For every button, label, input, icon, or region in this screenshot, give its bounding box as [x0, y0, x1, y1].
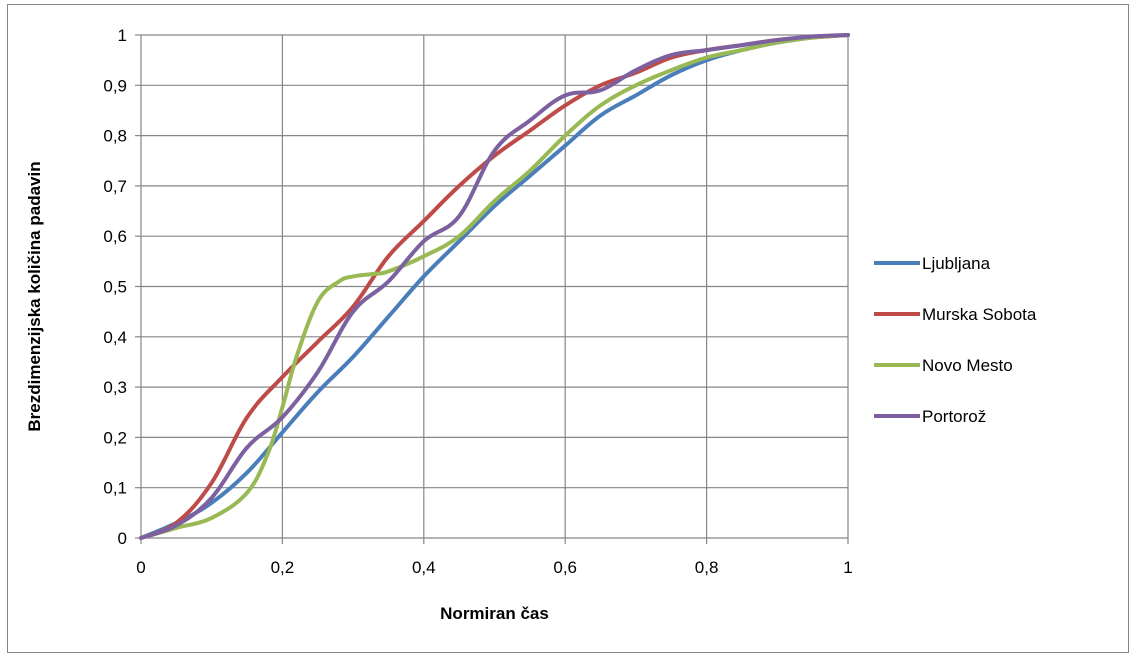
legend-label: Ljubljana [922, 254, 991, 273]
legend-item-ljubljana: Ljubljana [874, 254, 991, 273]
y-tick-label: 0,7 [103, 177, 127, 196]
x-tick-label: 0,6 [553, 558, 577, 577]
legend-item-murska-sobota: Murska Sobota [874, 305, 1037, 324]
legend-label: Novo Mesto [922, 356, 1013, 375]
series-line-novo-mesto [139, 33, 850, 540]
axes [135, 34, 849, 544]
grid [141, 34, 849, 538]
legend-label: Murska Sobota [922, 305, 1037, 324]
tick-labels: 0 0,1 0,2 0,3 0,4 0,5 0,6 0,7 0,8 0,9 1 0 0,2 0,4 0,6 0… [103, 26, 852, 577]
x-tick-label: 0 [136, 558, 145, 577]
y-tick-label: 0,1 [103, 479, 127, 498]
legend-item-novo-mesto: Novo Mesto [874, 356, 1013, 375]
y-axis-title: Brezdimenzijska količina padavin [25, 161, 44, 431]
y-tick-label: 0,3 [103, 378, 127, 397]
legend: Ljubljana Murska Sobota Novo Mesto Portorož [874, 254, 1037, 426]
x-tick-label: 0,8 [695, 558, 719, 577]
y-tick-label: 0,6 [103, 227, 127, 246]
x-tick-label: 0,2 [271, 558, 295, 577]
legend-item-portoro: Portorož [874, 407, 986, 426]
y-tick-label: 0,5 [103, 278, 127, 297]
x-tick-label: 1 [843, 558, 852, 577]
series-line-portoro [139, 33, 850, 540]
x-axis-title: Normiran čas [440, 604, 549, 623]
chart-frame: 0 0,1 0,2 0,3 0,4 0,5 0,6 0,7 0,8 0,9 1 0 0,2 0,4 0,6 0… [7, 4, 1129, 653]
y-tick-label: 0 [118, 529, 127, 548]
y-tick-label: 0,9 [103, 76, 127, 95]
line-chart: 0 0,1 0,2 0,3 0,4 0,5 0,6 0,7 0,8 0,9 1 0 0,2 0,4 0,6 0… [25, 26, 1037, 623]
y-tick-label: 0,4 [103, 328, 127, 347]
plot-series [139, 33, 850, 540]
y-tick-label: 0,8 [103, 127, 127, 146]
y-tick-label: 0,2 [103, 428, 127, 447]
legend-label: Portorož [922, 407, 986, 426]
y-tick-label: 1 [118, 26, 127, 45]
x-tick-label: 0,4 [412, 558, 436, 577]
